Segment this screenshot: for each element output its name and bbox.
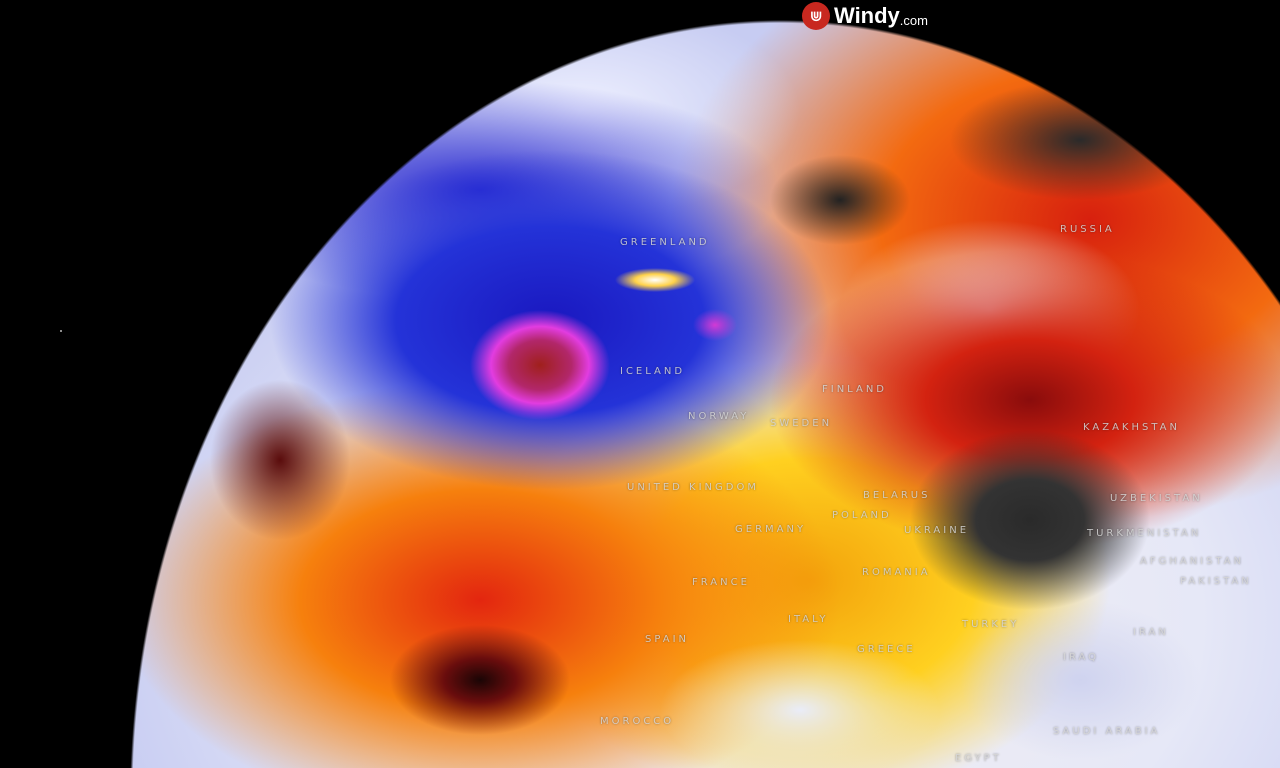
country-label-italy: ITALY — [788, 614, 829, 625]
country-label-turkey: TURKEY — [962, 619, 1020, 630]
star — [60, 330, 62, 332]
country-label-egypt: EGYPT — [955, 753, 1002, 764]
country-label-united-kingdom: UNITED KINGDOM — [627, 482, 759, 493]
country-label-belarus: BELARUS — [863, 490, 931, 501]
country-label-morocco: MOROCCO — [600, 716, 675, 727]
country-label-france: FRANCE — [692, 577, 750, 588]
country-label-afghanistan: AFGHANISTAN — [1140, 556, 1245, 567]
globe-map[interactable] — [130, 20, 1280, 768]
country-label-kazakhstan: KAZAKHSTAN — [1083, 422, 1180, 433]
brand-suffix: .com — [899, 12, 928, 28]
country-label-poland: POLAND — [832, 510, 892, 521]
country-label-saudi-arabia: SAUDI ARABIA — [1053, 726, 1161, 737]
country-label-spain: SPAIN — [645, 634, 690, 645]
windy-logo[interactable]: ⋓ Windy .com — [802, 2, 928, 30]
country-label-ukraine: UKRAINE — [904, 525, 970, 536]
country-label-iran: IRAN — [1133, 627, 1169, 638]
country-label-germany: GERMANY — [735, 524, 807, 535]
country-label-finland: FINLAND — [822, 384, 888, 395]
windy-logo-icon: ⋓ — [802, 2, 830, 30]
country-label-norway: NORWAY — [688, 411, 750, 422]
country-label-iceland: ICELAND — [620, 366, 686, 377]
country-label-russia: RUSSIA — [1060, 224, 1115, 235]
country-label-greenland: GREENLAND — [620, 237, 710, 248]
country-label-uzbekistan: UZBEKISTAN — [1110, 493, 1203, 504]
country-label-turkmenistan: TURKMENISTAN — [1087, 528, 1202, 539]
country-label-romania: ROMANIA — [862, 567, 931, 578]
country-label-pakistan: PAKISTAN — [1180, 576, 1252, 587]
country-label-greece: GREECE — [857, 644, 916, 655]
country-label-iraq: IRAQ — [1063, 652, 1100, 663]
brand-name: Windy — [834, 3, 900, 28]
country-label-sweden: SWEDEN — [770, 418, 833, 429]
